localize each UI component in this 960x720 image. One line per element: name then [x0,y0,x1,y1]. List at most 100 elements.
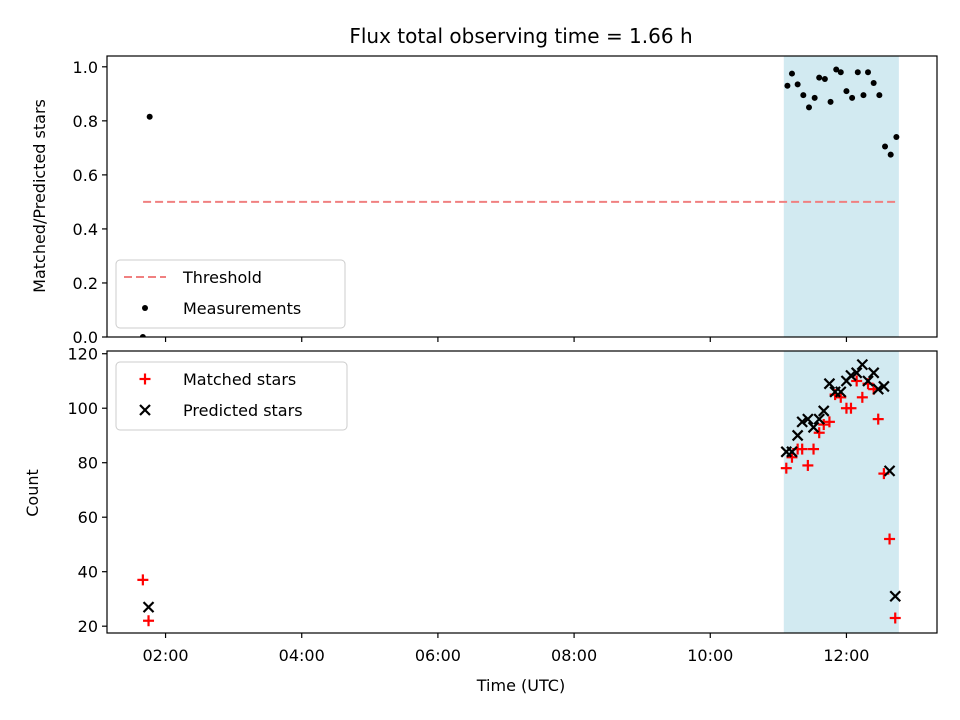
legend-box [115,361,348,431]
legend-entry-label: Threshold [182,268,262,287]
matched-star-point [884,533,896,545]
matched-star-point [796,443,808,455]
predicted-star-point [878,380,890,393]
x-tick-label: 10:00 [687,646,733,665]
measurement-point [837,69,844,76]
measurement-point [876,92,883,99]
x-tick-label: 04:00 [279,646,325,665]
x-b [862,375,874,387]
data-layer [137,358,902,627]
measurement-point [800,92,807,99]
x-b [889,590,902,602]
y-tick-label: 120 [67,345,98,364]
predicted-star-point [796,416,808,428]
measurement-point [854,69,861,76]
predicted-star-point [791,429,804,442]
x-tick-label: 12:00 [823,646,869,665]
predicted-star-point [862,375,874,387]
predicted-star-point [872,383,884,395]
matched-star-point [813,427,825,439]
axes-frame [106,55,938,338]
y-tick-label: 0.0 [73,328,98,347]
x-tick-label: 08:00 [551,646,597,665]
data-layer [139,66,900,337]
y-tick-label: 100 [67,399,98,418]
y-tick-label: 0.6 [73,166,98,185]
x-b [867,367,880,379]
predicted-star-point [807,421,820,434]
matched-star-point [823,416,835,428]
y-tick-label: 20 [78,617,98,636]
observing-span-shade [783,56,899,337]
y-tick-label: 0.2 [73,274,98,293]
legend-measurement-swatch [142,305,148,311]
measurement-point [784,82,791,89]
measurement-point [794,81,801,88]
measurement-point [882,143,889,150]
predicted-star-point [817,405,830,417]
matched-star-point [137,574,149,586]
legend-box [115,259,346,329]
measurement-point [887,151,894,158]
matched-star-point [845,402,857,414]
x-b [142,601,155,613]
x-b [786,446,798,458]
measurement-point [893,134,900,141]
x-axis-title: Time (UTC) [476,676,565,695]
matched-star-point [808,443,820,455]
predicted-star-point [889,590,902,602]
measurement-point [849,94,856,101]
measurement-point [865,69,872,76]
y-tick-label: 0.8 [73,112,98,131]
matched-star-point [856,391,868,403]
figure-title: Flux total observing time = 1.66 h [349,24,692,48]
y-tick-label: 1.0 [73,58,98,77]
y-tick-label: 80 [78,454,98,473]
y-tick-label: 0.4 [73,220,98,239]
matched-star-point [802,459,814,471]
legend: Matched stars Predicted stars [115,361,348,431]
predicted-star-point [142,601,155,613]
measurement-point [139,334,146,337]
measurement-point [860,92,867,99]
legend-matched-swatch [139,373,151,385]
x-b [883,465,896,477]
predicted-star-point [786,446,798,458]
measurement-point [788,70,795,77]
y-tick-label: 40 [78,563,98,582]
predicted-star-point [845,369,857,382]
x-b [139,404,151,416]
measurement-point [833,66,840,73]
legend-entry-label: Predicted stars [183,401,303,420]
x-tick-label: 06:00 [415,646,461,665]
x-b [856,358,869,371]
measurement-point [811,94,818,101]
x-b [878,380,890,393]
measurement-point [821,75,828,82]
x-b [845,369,857,382]
x-b [796,416,808,428]
y-axis-title: Count [23,469,42,517]
matched-star-point [786,451,798,463]
legend: Threshold Measurements [115,259,346,329]
measurement-point [805,104,812,111]
x-b [850,367,863,379]
predicted-star-point [823,377,836,390]
x-b [834,386,847,398]
matched-star-point [851,375,863,387]
x-b [807,421,820,434]
count-panel: 20 40 60 80 100 120 02:00 04:00 06:00 08:00 10:00 1… [23,345,938,665]
legend-predicted-swatch [139,404,151,416]
predicted-star-point [856,358,869,371]
predicted-star-point [834,386,847,398]
predicted-star-point [883,465,896,477]
ratio-panel: 0.0 0.2 0.4 0.6 0.8 1.0 Matched/Predicted star… [30,55,938,347]
x-b [791,429,804,442]
axes-frame [106,350,938,634]
predicted-star-point [813,413,825,425]
predicted-star-point [867,367,880,379]
predicted-star-point [850,367,863,379]
x-b [813,413,825,425]
legend-entry-label: Matched stars [183,370,296,389]
